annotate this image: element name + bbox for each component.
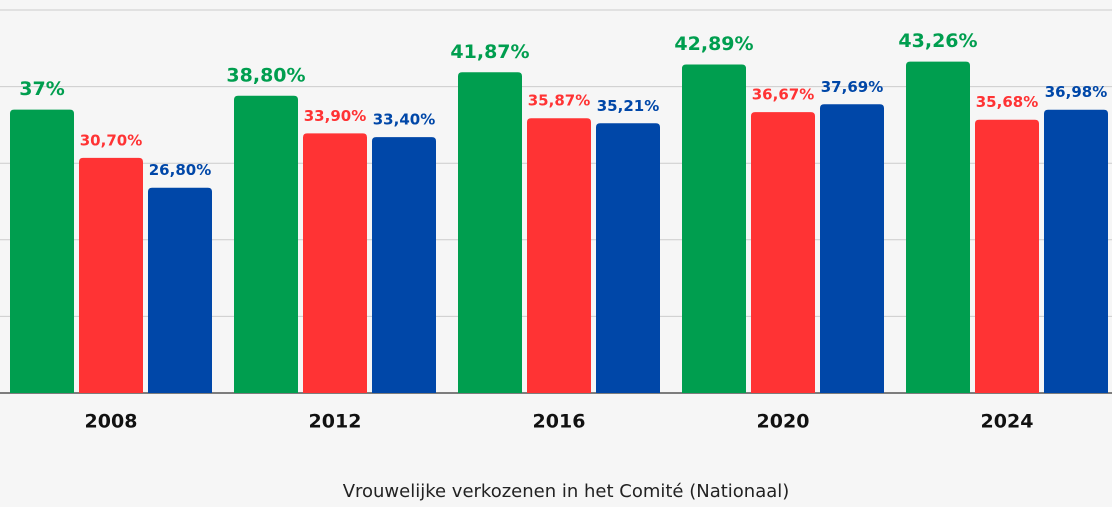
data-label: 37,69% <box>821 78 883 96</box>
data-label: 43,26% <box>898 30 977 52</box>
data-label: 36,98% <box>1045 83 1107 101</box>
bar <box>751 112 815 394</box>
bar <box>79 157 143 393</box>
bar <box>303 133 367 394</box>
data-label: 35,68% <box>976 93 1038 111</box>
data-label: 33,40% <box>373 111 435 129</box>
x-tick-label: 2020 <box>757 411 810 433</box>
bar <box>820 104 884 393</box>
data-label: 26,80% <box>149 161 211 179</box>
data-label: 42,89% <box>674 33 753 55</box>
x-tick-label: 2008 <box>85 411 138 433</box>
x-axis-label: Vrouwelijke verkozenen in het Comité (Na… <box>343 481 790 502</box>
bar <box>527 118 591 393</box>
bar <box>10 109 74 393</box>
bar <box>906 61 970 394</box>
bar <box>596 123 660 394</box>
bar <box>458 72 522 393</box>
data-label: 33,90% <box>304 107 366 125</box>
bar <box>148 187 212 393</box>
bar <box>234 95 298 394</box>
data-label: 30,70% <box>80 131 142 149</box>
bar <box>372 137 436 393</box>
bar <box>1044 109 1108 393</box>
x-tick-label: 2012 <box>309 411 362 433</box>
data-label: 41,87% <box>450 41 529 63</box>
data-label: 37% <box>19 78 64 100</box>
data-label: 35,21% <box>597 97 659 115</box>
bar <box>682 64 746 394</box>
bar <box>975 119 1039 394</box>
x-tick-label: 2024 <box>981 411 1034 433</box>
data-label: 38,80% <box>226 64 305 86</box>
x-tick-label: 2016 <box>533 411 586 433</box>
data-label: 36,67% <box>752 86 814 104</box>
data-label: 35,87% <box>528 92 590 110</box>
